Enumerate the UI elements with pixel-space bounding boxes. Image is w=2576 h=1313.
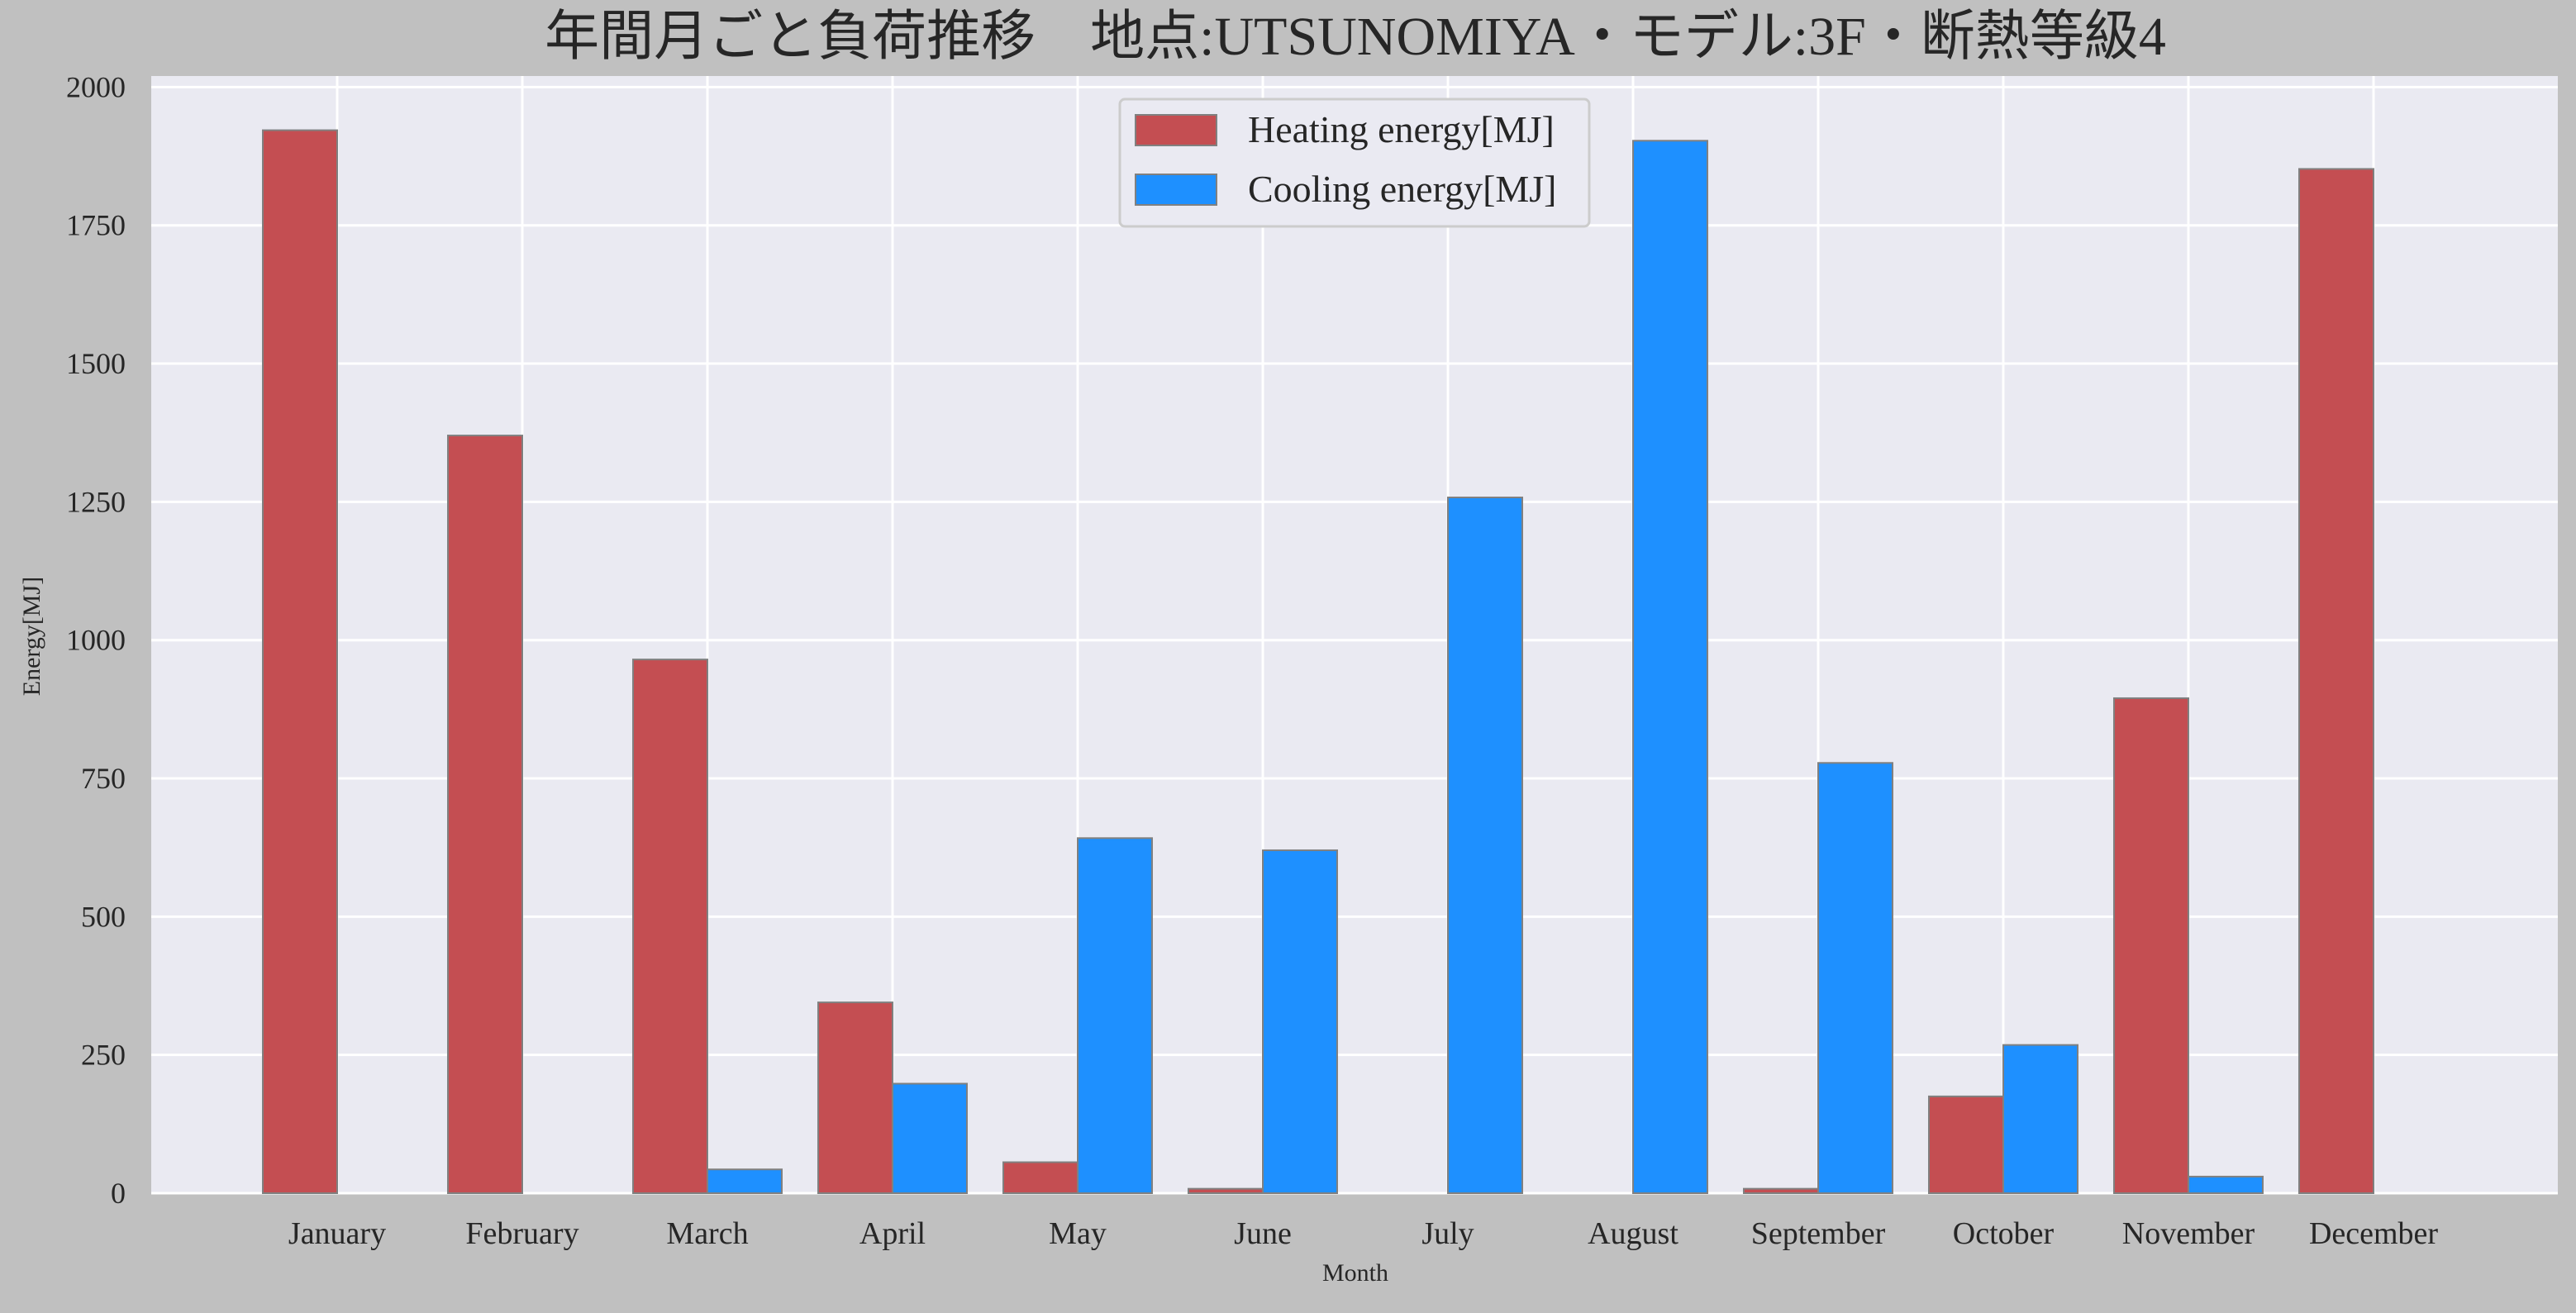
heating-bar [2298,168,2374,1194]
y-tick-label: 2000 [66,70,126,103]
heating-bar [632,659,708,1194]
y-tick-label: 750 [81,762,126,795]
x-tick-label: July [1421,1216,1474,1251]
x-tick-label: November [2122,1216,2255,1251]
x-axis-label: Month [1322,1259,1388,1287]
y-tick-label: 0 [111,1177,126,1210]
x-tick-label: August [1588,1216,1678,1251]
heating-bar [2113,697,2189,1194]
bars [262,129,2374,1195]
x-tick-label: February [465,1216,579,1251]
y-tick-label: 1000 [66,624,126,657]
x-tick-labels: January February March April May June July Augu… [288,1216,2438,1251]
cooling-bar [1077,837,1153,1194]
cooling-bar [1447,497,1523,1194]
y-tick-label: 1250 [66,485,126,518]
y-axis-label: Energy[MJ] [18,577,45,696]
x-tick-label: December [2309,1216,2438,1251]
x-tick-label: April [859,1216,926,1251]
chart-title: 年間月ごと負荷推移 地点:UTSUNOMIYA・モデル:3F・断熱等級4 [545,7,2166,67]
y-tick-label: 500 [81,900,126,933]
legend-label-heating: Heating energy[MJ] [1248,108,1555,150]
cooling-bar [1632,140,1708,1194]
heating-bar [262,129,338,1195]
heating-bar [1928,1095,2004,1195]
x-tick-label: May [1049,1216,1107,1251]
heating-bar [1188,1187,1264,1194]
cooling-bar [892,1082,968,1194]
x-tick-label: October [1953,1216,2055,1251]
y-tick-label: 1750 [66,209,126,242]
heating-bar [1002,1161,1078,1194]
cooling-bar [2188,1175,2264,1194]
legend-box [1118,98,1591,228]
legend: Heating energy[MJ] Cooling energy[MJ] [1118,98,1591,228]
legend-label-cooling: Cooling energy[MJ] [1248,168,1557,210]
heating-bar [447,435,523,1194]
heating-bar [1743,1187,1819,1194]
legend-swatch-heating [1135,114,1217,146]
x-tick-label: March [666,1216,748,1251]
x-tick-label: September [1751,1216,1886,1251]
cooling-bar [1817,762,1893,1194]
legend-swatch-cooling [1135,174,1217,206]
y-tick-label: 1500 [66,347,126,380]
cooling-bar [1262,849,1338,1194]
x-tick-label: January [288,1216,386,1251]
y-tick-labels: 0 250 500 750 1000 1250 1500 1750 2000 [66,70,126,1210]
heating-bar [817,1001,893,1194]
cooling-bar [707,1168,783,1195]
x-tick-label: June [1234,1216,1292,1251]
y-tick-label: 250 [81,1039,126,1072]
cooling-bar [2002,1044,2078,1194]
